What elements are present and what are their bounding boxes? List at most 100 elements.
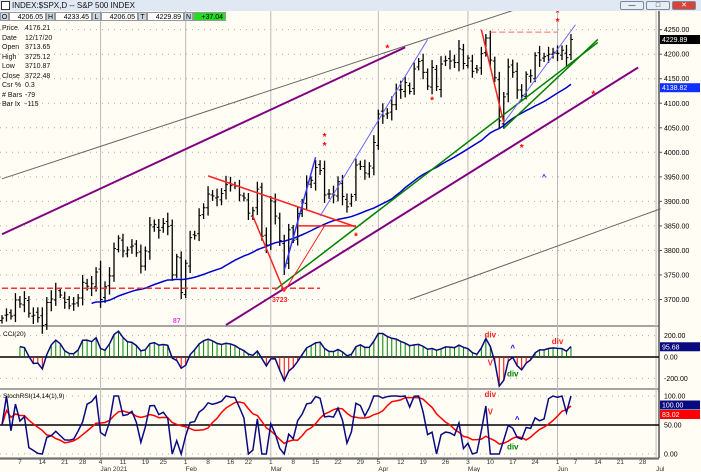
ohlc-bar — [152, 219, 157, 232]
ohlc-bar — [443, 55, 448, 66]
ohlc-bar — [179, 251, 184, 299]
x-tick-label: 29 — [357, 459, 365, 466]
cci-annotation: div — [485, 331, 497, 340]
ohlc-bar — [192, 230, 197, 240]
annotation-label: 3723 — [272, 297, 288, 304]
ohlc-bar — [206, 186, 211, 216]
x-tick-label: 19 — [142, 459, 150, 466]
ohlc-bar — [439, 56, 444, 98]
info-value: 3713.65 — [25, 44, 51, 51]
ohlc-bar — [134, 240, 139, 257]
ohlc-strip: O 4206.05 H 4233.45 L 4206.05 T 4229.89 N +37… — [0, 12, 226, 21]
info-value: 4176.21 — [25, 25, 51, 32]
ohlc-bar — [246, 193, 251, 221]
cci-histogram — [19, 331, 572, 387]
annotation-label: * — [520, 143, 524, 154]
ohlc-bar — [31, 307, 36, 325]
x-tick-label: 28 — [639, 459, 647, 466]
ohlc-bar — [49, 290, 54, 312]
info-label: High — [2, 53, 17, 61]
ohlc-bar — [403, 76, 408, 98]
x-tick-label: 22 — [334, 459, 342, 466]
ohlc-bar — [488, 30, 493, 68]
info-row: High 3725.12 — [2, 53, 52, 63]
stoch-annotation: div — [485, 390, 497, 399]
ohlc-bar — [470, 54, 475, 78]
x-tick-label: 5 — [377, 459, 381, 466]
ohlc-bar — [425, 68, 430, 91]
ohlc-bar — [4, 308, 9, 322]
month-label: Jun — [558, 466, 569, 472]
info-value: 3710.87 — [25, 63, 51, 70]
info-label: Csr % — [2, 82, 22, 89]
month-label: Jul — [656, 466, 665, 472]
info-value: 12/17/20 — [25, 34, 53, 42]
ohlc-bar — [448, 50, 452, 70]
month-label: Feb — [186, 466, 198, 472]
ohlc-bar — [98, 260, 103, 308]
y-tick-label: 3750.00 — [664, 272, 689, 279]
trendline — [503, 24, 576, 124]
x-tick-label: 1 — [556, 459, 560, 466]
ohlc-bar — [165, 212, 170, 236]
minimize-button[interactable]: — — [620, 1, 644, 10]
x-tick-label: 17 — [509, 459, 517, 466]
ohlc-bar — [434, 64, 439, 91]
net-label: N — [184, 12, 193, 21]
ohlc-bar — [510, 59, 515, 78]
x-tick-label: 14 — [594, 459, 602, 466]
stoch-annotation: V — [488, 408, 494, 417]
high-label: H — [46, 12, 55, 21]
x-tick-label: 25 — [160, 459, 168, 466]
ma-value-tag-bg — [660, 83, 700, 93]
annotation-label: ^ — [542, 173, 546, 181]
ohlc-bar — [412, 62, 417, 95]
ohlc-bar — [22, 291, 27, 313]
low-value: 4206.05 — [101, 12, 138, 21]
ohlc-bar — [560, 45, 564, 61]
month-label: Apr — [378, 466, 389, 472]
ohlc-bar — [277, 212, 282, 247]
x-tick-label: 19 — [420, 459, 428, 466]
info-label: Low — [2, 63, 15, 70]
x-tick-label: 15 — [312, 459, 320, 466]
window-title-bar: INDEX:$SPX,D -- S&P 500 INDEX — □ ✕ — [0, 0, 701, 11]
x-tick-label: 3 — [466, 459, 470, 466]
x-tick-label: 1 — [269, 459, 273, 466]
ohlc-bar — [385, 108, 390, 119]
ohlc-bar — [26, 296, 31, 318]
cci-tick-label: 0.00 — [664, 355, 678, 362]
ohlc-bar — [89, 275, 94, 297]
x-tick-label: 16 — [227, 459, 235, 466]
ohlc-bar — [40, 307, 45, 334]
info-label: Bar Ix — [2, 101, 21, 108]
ohlc-bar — [174, 253, 179, 278]
info-value: -79 — [25, 91, 36, 99]
cci-line — [19, 330, 572, 388]
ohlc-bar — [103, 281, 108, 303]
cci-tick-label: -200.00 — [664, 376, 688, 383]
annotation-label: * — [591, 89, 595, 100]
ohlc-bar — [318, 160, 323, 175]
ohlc-bar — [344, 193, 349, 213]
ohlc-bar — [492, 56, 497, 83]
x-tick-label: 12 — [397, 459, 405, 466]
y-tick-label: 3850.00 — [664, 223, 689, 230]
stoch-label: StochRSI(14,14(1),9) — [3, 393, 64, 400]
cci-value-tag: 95.68 — [662, 344, 680, 351]
trendline — [319, 39, 429, 217]
trendline — [480, 29, 505, 124]
ohlc-bar — [71, 297, 76, 311]
stoch-rsi-line — [1, 394, 572, 457]
ohlc-bar — [421, 53, 426, 80]
x-tick-label: 8 — [291, 459, 295, 466]
trendline — [503, 38, 599, 129]
stoch-annotation: ^ — [515, 415, 520, 424]
y-tick-label: 3800.00 — [664, 248, 689, 255]
annotation-label: 87 — [173, 318, 181, 325]
ohlc-bar — [8, 309, 13, 320]
close-button[interactable]: ✕ — [672, 1, 696, 10]
maximize-button[interactable]: □ — [646, 1, 670, 10]
ohlc-bar — [161, 218, 166, 233]
